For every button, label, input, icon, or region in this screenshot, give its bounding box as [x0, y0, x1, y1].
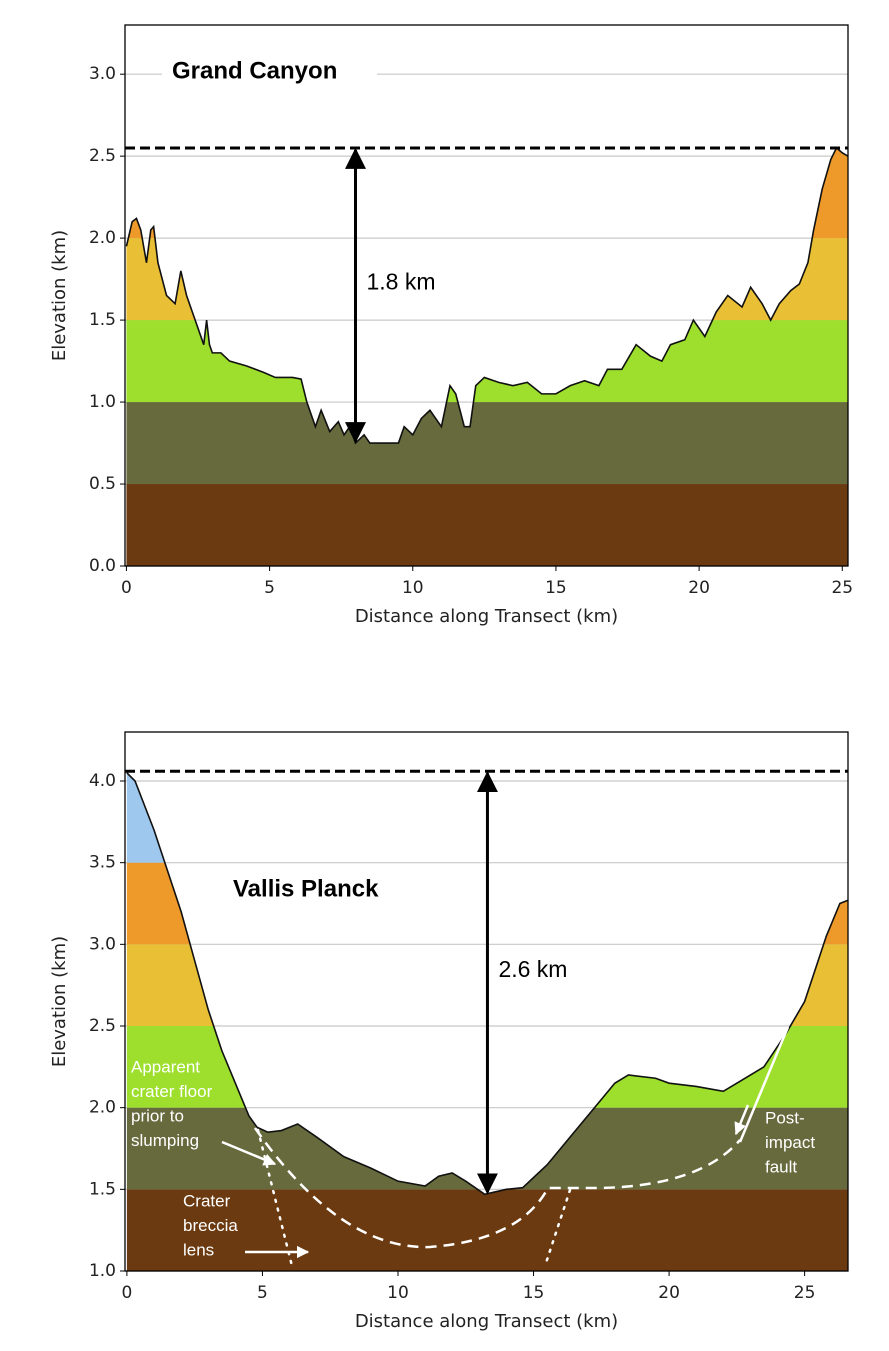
panel-title: Grand Canyon	[172, 57, 337, 84]
x-tick-label: 20	[688, 578, 710, 598]
band	[126, 402, 848, 485]
band	[126, 484, 848, 566]
x-tick-label: 20	[658, 1283, 680, 1303]
note-line: crater floor	[131, 1082, 213, 1101]
x-tick-label: 25	[794, 1283, 816, 1303]
x-tick-label: 10	[387, 1283, 409, 1303]
note-line: impact	[765, 1133, 815, 1152]
y-tick-label: 1.0	[89, 392, 116, 412]
y-tick-label: 1.5	[89, 310, 116, 330]
y-tick-label: 0.5	[89, 474, 116, 494]
y-tick-label: 3.0	[89, 934, 116, 954]
band	[126, 238, 848, 321]
band	[126, 320, 848, 403]
x-tick-label: 10	[402, 578, 424, 598]
y-tick-label: 4.0	[89, 771, 116, 791]
note-line: Apparent	[131, 1057, 200, 1076]
note-line: slumping	[131, 1131, 199, 1150]
plot-frame	[124, 24, 849, 567]
title-bg	[162, 56, 377, 88]
y-tick-label: 1.0	[89, 1261, 116, 1281]
y-tick-label: 0.0	[89, 556, 116, 576]
panel-title: Vallis Planck	[233, 875, 379, 902]
bands	[126, 147, 848, 566]
depth-label: 2.6 km	[498, 956, 567, 982]
depth-label: 1.8 km	[367, 269, 436, 295]
fault-arrow	[734, 1104, 750, 1136]
y-axis-label: Elevation (km)	[49, 936, 70, 1067]
y-tick-label: 2.5	[89, 146, 116, 166]
x-tick-label: 0	[121, 578, 132, 598]
note-line: fault	[765, 1157, 797, 1176]
band	[126, 1189, 848, 1271]
y-tick-label: 1.5	[89, 1179, 116, 1199]
x-tick-label: 15	[545, 578, 567, 598]
x-axis-label: Distance along Transect (km)	[355, 606, 618, 627]
floor-pointer	[221, 1140, 277, 1166]
x-tick-label: 15	[523, 1283, 545, 1303]
x-tick-label: 5	[257, 1283, 268, 1303]
note-line: Crater	[183, 1191, 231, 1210]
y-tick-label: 2.5	[89, 1016, 116, 1036]
crater-floor-curve	[253, 1127, 741, 1249]
y-axis-label: Elevation (km)	[49, 230, 70, 361]
note-line: breccia	[183, 1216, 238, 1235]
profile-line	[126, 772, 849, 1196]
x-tick-label: 5	[264, 578, 275, 598]
y-tick-label: 3.5	[89, 853, 116, 873]
note-line: Post-	[765, 1108, 805, 1127]
x-axis-label: Distance along Transect (km)	[355, 1311, 618, 1332]
plot-frame	[124, 731, 849, 1272]
x-tick-label: 25	[831, 578, 853, 598]
note-line: lens	[183, 1240, 214, 1259]
note-line: prior to	[131, 1106, 184, 1125]
y-tick-label: 2.0	[89, 1098, 116, 1118]
profile-line	[125, 146, 849, 445]
fault-line	[738, 1026, 790, 1143]
x-tick-label: 0	[121, 1283, 132, 1303]
breccia-edge	[256, 1128, 294, 1268]
y-tick-label: 2.0	[89, 228, 116, 248]
y-tick-label: 3.0	[89, 64, 116, 84]
